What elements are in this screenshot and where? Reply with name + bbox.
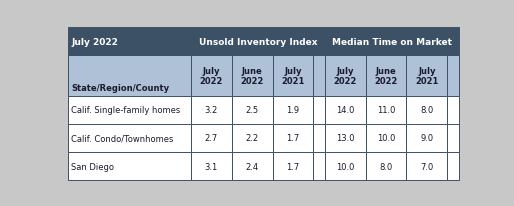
Bar (407, 96, 447, 124)
Text: 2.5: 2.5 (246, 106, 259, 115)
Bar (447, 124, 458, 152)
Text: July
2022: July 2022 (199, 67, 223, 86)
Bar (68, 124, 191, 152)
Bar (232, 124, 272, 152)
Bar (232, 96, 272, 124)
Text: 13.0: 13.0 (336, 134, 354, 143)
Bar (68, 56, 191, 96)
Text: July 2022: July 2022 (71, 37, 118, 47)
Text: June
2022: June 2022 (241, 67, 264, 86)
Bar (447, 56, 458, 96)
Bar (447, 152, 458, 180)
Bar (272, 56, 314, 96)
Bar (325, 96, 365, 124)
Text: 1.9: 1.9 (286, 106, 300, 115)
Bar (272, 124, 314, 152)
Bar (365, 124, 407, 152)
Text: 3.1: 3.1 (205, 162, 218, 171)
Text: July
2021: July 2021 (415, 67, 438, 86)
Bar (325, 152, 365, 180)
Text: 10.0: 10.0 (336, 162, 354, 171)
Bar (232, 56, 272, 96)
Text: June
2022: June 2022 (374, 67, 398, 86)
Text: 8.0: 8.0 (379, 162, 393, 171)
Bar (68, 152, 191, 180)
Text: 2.4: 2.4 (246, 162, 259, 171)
Bar (407, 124, 447, 152)
Text: Median Time on Market: Median Time on Market (332, 37, 452, 47)
Bar (325, 56, 365, 96)
Bar (314, 56, 325, 96)
Bar (191, 152, 232, 180)
Text: 1.7: 1.7 (286, 134, 300, 143)
Text: 2.2: 2.2 (246, 134, 259, 143)
Bar (314, 152, 325, 180)
Bar (314, 124, 325, 152)
Text: Unsold Inventory Index: Unsold Inventory Index (198, 37, 317, 47)
Bar (191, 28, 325, 56)
Bar (272, 96, 314, 124)
Text: 14.0: 14.0 (336, 106, 354, 115)
Bar (365, 96, 407, 124)
Bar (68, 28, 191, 56)
Bar (191, 124, 232, 152)
Text: July
2021: July 2021 (281, 67, 305, 86)
Bar (407, 152, 447, 180)
Text: 1.7: 1.7 (286, 162, 300, 171)
Text: San Diego: San Diego (71, 162, 115, 171)
Text: 10.0: 10.0 (377, 134, 395, 143)
Text: Calif. Condo/Townhomes: Calif. Condo/Townhomes (71, 134, 174, 143)
Text: 9.0: 9.0 (420, 134, 433, 143)
Text: 3.2: 3.2 (205, 106, 218, 115)
Bar (325, 28, 458, 56)
Text: 7.0: 7.0 (420, 162, 433, 171)
Bar (447, 96, 458, 124)
Bar (365, 56, 407, 96)
Bar (314, 96, 325, 124)
Bar (407, 56, 447, 96)
Bar (272, 152, 314, 180)
Text: July
2022: July 2022 (334, 67, 357, 86)
Bar (365, 152, 407, 180)
Text: 8.0: 8.0 (420, 106, 433, 115)
Text: State/Region/County: State/Region/County (71, 84, 170, 92)
Text: 11.0: 11.0 (377, 106, 395, 115)
Bar (68, 96, 191, 124)
Bar (191, 96, 232, 124)
Text: 2.7: 2.7 (205, 134, 218, 143)
Bar (191, 56, 232, 96)
Text: Calif. Single-family homes: Calif. Single-family homes (71, 106, 180, 115)
Bar (325, 124, 365, 152)
Bar (232, 152, 272, 180)
